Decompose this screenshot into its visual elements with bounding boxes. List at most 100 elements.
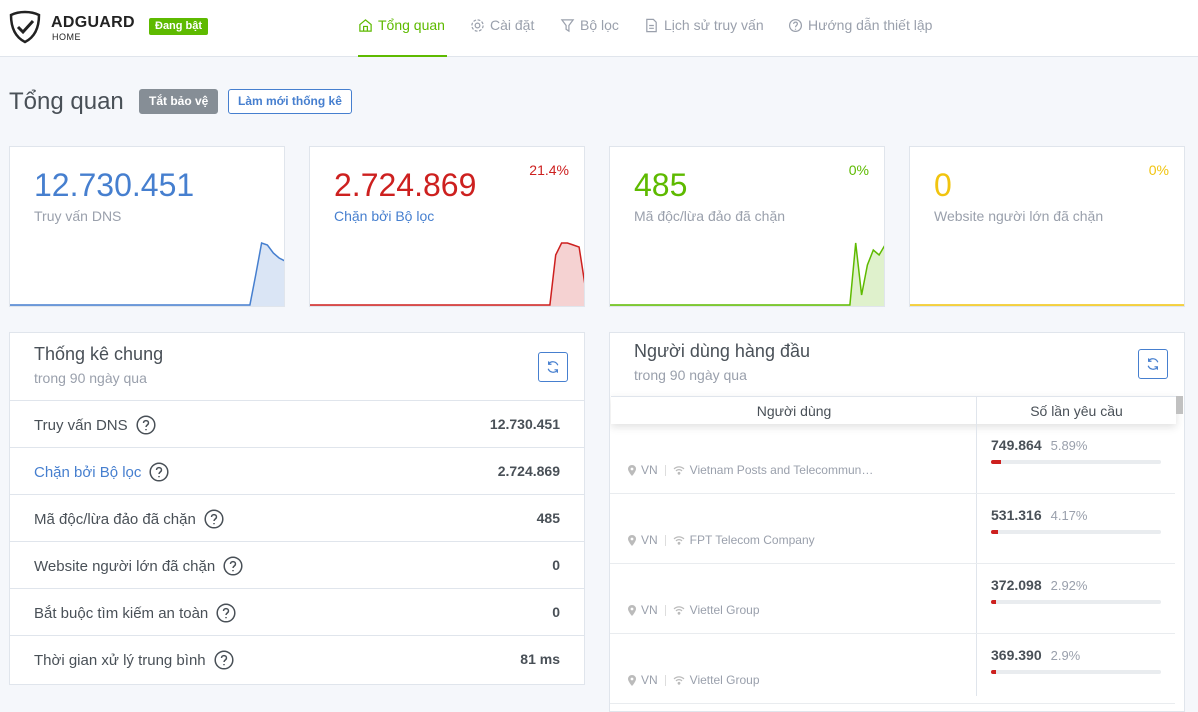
page: AdGuard Home {"header": {"brand": "ADGUA…	[0, 10, 1198, 712]
client-network: Vietnam Posts and Telecommun…	[689, 463, 874, 477]
request-count: 369.390	[991, 647, 1042, 663]
location-icon	[628, 464, 636, 476]
nav-label: Tổng quan	[378, 17, 445, 33]
stats-row-label-group: Mã độc/lừa đảo đã chặn	[34, 509, 224, 529]
client-row: VN FPT Telecom Company 531.316 4.17%	[610, 494, 1175, 564]
nav-label: Lịch sử truy vấn	[664, 17, 764, 33]
sparkline-area	[310, 243, 584, 306]
app: ADGUARD HOME Đang bật Tổng quan Cài đặt …	[0, 10, 1198, 712]
nav-item[interactable]: Lịch sử truy vấn	[644, 17, 764, 33]
column-header[interactable]: Người dùng	[756, 403, 832, 419]
stats-value: 485	[536, 510, 560, 526]
active-underline	[358, 55, 447, 57]
stats-label: Mã độc/lừa đảo đã chặn	[34, 510, 196, 528]
progress-track	[991, 670, 1161, 674]
nav-label: Cài đặt	[490, 17, 535, 33]
refresh-button[interactable]	[1138, 349, 1168, 379]
general-stats-panel: Thống kê chung trong 90 ngày qua Truy vấ…	[9, 332, 585, 685]
sparkline-line	[610, 242, 884, 306]
sparkline-area	[10, 243, 284, 306]
card-value: 2.724.869	[334, 167, 477, 203]
panel-subtitle: trong 90 ngày qua	[634, 367, 747, 383]
request-count: 372.098	[991, 577, 1042, 593]
location-icon	[628, 534, 636, 546]
stats-row-label-group: Bắt buộc tìm kiếm an toàn	[34, 603, 236, 623]
stats-row-label-group: Truy vấn DNS	[34, 415, 156, 435]
brand-sub: HOME	[52, 32, 81, 42]
refresh-stats-button[interactable]: Làm mới thống kê	[228, 89, 352, 114]
stats-label: Truy vấn DNS	[34, 416, 128, 434]
location-icon	[628, 674, 636, 686]
nav-item[interactable]: Cài đặt	[470, 17, 534, 33]
stats-row-label-group: Thời gian xử lý trung bình	[34, 650, 234, 670]
sparkline-area	[610, 243, 884, 306]
sparkline	[610, 242, 884, 306]
stats-value: 0	[552, 557, 560, 573]
nav-item[interactable]: Bộ lọc	[560, 17, 619, 33]
client-country: VN	[641, 463, 658, 477]
scrollbar	[1176, 396, 1183, 414]
separator	[664, 604, 666, 616]
separator	[664, 674, 666, 686]
card-percent: 0%	[1148, 162, 1169, 178]
stats-row: Thời gian xử lý trung bình 81 ms	[10, 635, 584, 682]
request-count-group: 369.390 2.9%	[991, 647, 1080, 663]
stats-label: Chặn bởi Bộ lọc	[34, 463, 142, 481]
request-count: 749.864	[991, 437, 1042, 453]
separator	[664, 534, 666, 546]
separator	[664, 464, 666, 476]
card-value: 485	[634, 167, 688, 203]
disable-protection-button[interactable]: Tắt bảo vệ	[139, 89, 219, 114]
stats-row: Bắt buộc tìm kiếm an toàn 0	[10, 588, 584, 635]
request-percent: 2.9%	[1050, 648, 1081, 663]
refresh-button[interactable]	[538, 352, 568, 382]
progress-bar	[991, 530, 999, 534]
stats-label: Thời gian xử lý trung bình	[34, 651, 206, 669]
stats-row: Truy vấn DNS 12.730.451	[10, 400, 584, 447]
sparkline	[310, 242, 584, 306]
network-icon	[673, 536, 685, 545]
panel-title: Thống kê chung	[34, 344, 164, 364]
sparkline-line	[10, 242, 284, 306]
progress-track	[991, 460, 1161, 464]
stats-label: Website người lớn đã chặn	[34, 557, 216, 575]
card-label[interactable]: Chặn bởi Bộ lọc	[334, 208, 435, 224]
client-row: VN Viettel Group 372.098 2.92%	[610, 564, 1175, 634]
stats-value: 0	[552, 604, 560, 620]
sparkline-line	[310, 242, 584, 306]
stat-card: 0 Website người lớn đã chặn 0%	[909, 146, 1185, 307]
help-icon[interactable]	[214, 650, 234, 670]
logo	[9, 10, 41, 44]
help-icon[interactable]	[149, 462, 169, 482]
progress-bar	[991, 670, 996, 674]
status-badge: Đang bật	[149, 18, 209, 35]
help-icon[interactable]	[216, 603, 236, 623]
nav-item[interactable]: Tổng quan	[358, 17, 445, 33]
stat-card: 12.730.451 Truy vấn DNS	[9, 146, 285, 307]
stats-label: Bắt buộc tìm kiếm an toàn	[34, 604, 209, 622]
help-icon[interactable]	[204, 509, 224, 529]
brand: ADGUARD	[51, 14, 135, 31]
stats-value: 81 ms	[520, 651, 560, 667]
network-icon	[673, 466, 685, 475]
stats-row-label-group: Website người lớn đã chặn	[34, 556, 243, 576]
stats-value: 2.724.869	[497, 463, 560, 479]
column-header[interactable]: Số lần yêu cầu	[1030, 403, 1123, 419]
request-percent: 4.17%	[1050, 508, 1088, 523]
client-location: VN Viettel Group	[628, 673, 760, 687]
request-percent: 2.92%	[1050, 578, 1088, 593]
nav-item[interactable]: Hướng dẫn thiết lập	[788, 17, 932, 33]
network-icon	[673, 676, 685, 685]
card-label: Mã độc/lừa đảo đã chặn	[634, 208, 786, 224]
stats-row: Mã độc/lừa đảo đã chặn 485	[10, 494, 584, 541]
panel-title: Người dùng hàng đầu	[634, 341, 810, 361]
location-icon	[628, 604, 636, 616]
page-title: Tổng quan	[9, 88, 124, 115]
card-label: Website người lớn đã chặn	[934, 208, 1104, 224]
help-icon[interactable]	[136, 415, 156, 435]
top-clients-panel: Người dùng hàng đầu trong 90 ngày qua Ng…	[609, 332, 1185, 712]
help-icon[interactable]	[223, 556, 243, 576]
stat-card: 2.724.869 Chặn bởi Bộ lọc 21.4%	[309, 146, 585, 307]
panel-subtitle: trong 90 ngày qua	[34, 370, 147, 386]
client-country: VN	[641, 533, 658, 547]
